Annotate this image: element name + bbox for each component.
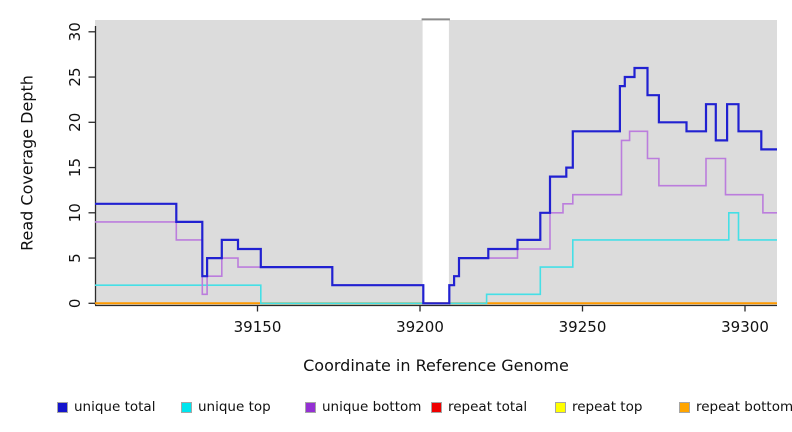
y-tick-label: 30 — [66, 22, 84, 41]
unique-bottom-swatch — [305, 401, 316, 413]
legend-item-unique-total: unique total — [57, 398, 156, 416]
y-tick-label: 25 — [66, 68, 84, 87]
legend-label: unique top — [198, 399, 271, 415]
series-unique-top — [95, 212, 777, 305]
y-tick-label: 20 — [66, 113, 84, 132]
x-tick-label: 39250 — [559, 318, 607, 336]
legend-label: unique total — [74, 399, 156, 415]
y-tick-label: 0 — [66, 299, 84, 309]
repeat-total-swatch — [431, 401, 442, 413]
legend-label: repeat top — [572, 399, 643, 415]
y-tick-labels: 0 5 10 15 20 25 30 — [66, 22, 84, 308]
legend-item-unique-top: unique top — [181, 398, 271, 416]
legend-label: unique bottom — [322, 399, 422, 415]
series-unique-bottom — [95, 130, 777, 305]
y-axis-title: Read Coverage Depth — [17, 75, 37, 251]
x-tick-label: 39150 — [234, 318, 282, 336]
repeat-bottom-swatch — [679, 401, 690, 413]
x-tick-label: 39200 — [396, 318, 444, 336]
y-tick-label: 5 — [66, 253, 84, 263]
coverage-chart: 0 5 10 15 20 25 30 39150 39200 39250 39300 — [66, 18, 777, 336]
y-tick-label: 10 — [66, 203, 84, 222]
axes — [88, 26, 777, 312]
legend-label: repeat total — [448, 399, 528, 415]
repeat-top-swatch — [555, 401, 566, 413]
legend-item-repeat-bottom: repeat bottom — [679, 398, 792, 416]
series-unique-total — [95, 66, 777, 305]
x-axis-title: Coordinate in Reference Genome — [303, 356, 569, 375]
unique-top-swatch — [181, 401, 192, 413]
legend-item-unique-bottom: unique bottom — [305, 398, 422, 416]
legend-label: repeat bottom — [696, 399, 792, 415]
legend-item-repeat-top: repeat top — [555, 398, 643, 416]
legend-item-repeat-total: repeat total — [431, 398, 528, 416]
unique-total-swatch — [57, 401, 68, 413]
x-tick-label: 39300 — [721, 318, 769, 336]
legend: unique total unique top unique bottom re… — [0, 398, 792, 420]
y-tick-label: 15 — [66, 158, 84, 177]
no-data-gap-band — [422, 20, 449, 305]
x-tick-labels: 39150 39200 39250 39300 — [234, 318, 769, 336]
